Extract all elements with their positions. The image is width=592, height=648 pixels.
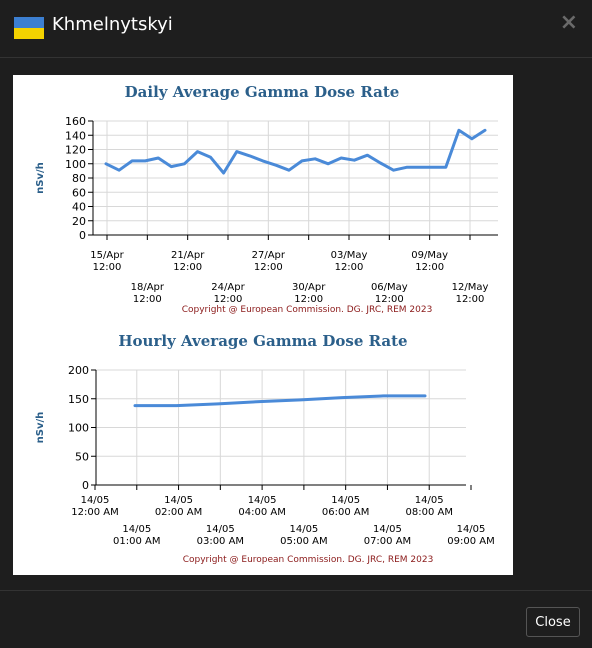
chart-title: Hourly Average Gamma Dose Rate (118, 332, 407, 350)
x-tick-label-date: 14/05 (289, 524, 318, 535)
x-tick-label-time: 02:00 AM (155, 507, 202, 518)
x-tick-label-time: 05:00 AM (280, 536, 327, 547)
x-tick-label-date: 21/Apr (171, 250, 205, 261)
x-tick-label-time: 08:00 AM (405, 507, 452, 518)
x-tick-label-date: 14/05 (331, 495, 360, 506)
x-tick-label-date: 18/Apr (131, 282, 165, 293)
dialog-header: Khmelnytskyi × (0, 0, 592, 58)
x-tick-label-date: 15/Apr (90, 250, 124, 261)
charts-panel: Daily Average Gamma Dose Rate nSv/h 0 20 40 6… (13, 75, 513, 575)
x-tick-label-date: 06/May (371, 282, 408, 293)
x-tick-label-time: 12:00 (456, 294, 485, 305)
y-tick-label: 80 (72, 172, 86, 185)
y-axis-label: nSv/h (35, 162, 46, 194)
y-tick-label: 0 (82, 479, 89, 492)
x-tick-label-time: 03:00 AM (197, 536, 244, 547)
series-line (133, 394, 427, 408)
x-tick-label-date: 14/05 (206, 524, 235, 535)
y-tick-label: 140 (65, 129, 86, 142)
y-tick-label: 120 (65, 144, 86, 157)
x-tick-label-time: 12:00 (133, 294, 162, 305)
x-tick-label-time: 12:00 (93, 262, 122, 273)
y-axis-label: nSv/h (35, 412, 46, 444)
x-tick-label-date: 14/05 (373, 524, 402, 535)
copyright-text: Copyright @ European Commission. DG. JRC… (183, 555, 434, 565)
y-tick-label: 40 (72, 201, 86, 214)
copyright-text: Copyright @ European Commission. DG. JRC… (182, 305, 433, 315)
x-tick-label-time: 12:00 (254, 262, 283, 273)
x-tick-label-time: 09:00 AM (447, 536, 494, 547)
x-tick-label-time: 04:00 AM (238, 507, 285, 518)
x-tick-label-time: 12:00 (335, 262, 364, 273)
x-tick-label-time: 12:00 (214, 294, 243, 305)
x-tick-label-date: 30/Apr (292, 282, 326, 293)
x-tick-label-date: 14/05 (164, 495, 193, 506)
series-line (104, 128, 487, 175)
y-tick-label: 50 (75, 450, 89, 463)
x-tick-label-time: 01:00 AM (113, 536, 160, 547)
ukraine-flag-icon (14, 17, 44, 39)
x-tick-label-date: 09/May (411, 250, 448, 261)
x-tick-label-time: 12:00 (375, 294, 404, 305)
x-tick-label-time: 06:00 AM (322, 507, 369, 518)
y-tick-label: 0 (79, 229, 86, 242)
x-tick-label-date: 03/May (331, 250, 368, 261)
x-tick-label-time: 12:00 (415, 262, 444, 273)
y-tick-label: 60 (72, 186, 86, 199)
dialog-title: Khmelnytskyi (52, 14, 173, 35)
x-tick-label-time: 12:00 AM (71, 507, 118, 518)
x-tick-label-time: 07:00 AM (364, 536, 411, 547)
x-tick-label-date: 14/05 (457, 524, 486, 535)
x-tick-label-date: 24/Apr (211, 282, 245, 293)
y-tick-label: 160 (65, 115, 86, 128)
x-tick-label-date: 14/05 (81, 495, 110, 506)
close-icon[interactable]: × (559, 10, 578, 35)
x-tick-label-time: 12:00 (294, 294, 323, 305)
x-tick-label-date: 14/05 (122, 524, 151, 535)
charts-svg: Daily Average Gamma Dose RatenSv/h020406… (35, 83, 498, 565)
x-tick-label-time: 12:00 (173, 262, 202, 273)
x-tick-label-date: 27/Apr (252, 250, 286, 261)
chart-title: Daily Average Gamma Dose Rate (125, 83, 400, 101)
x-tick-label-date: 12/May (452, 282, 489, 293)
y-tick-label: 100 (68, 422, 89, 435)
y-tick-label: 150 (68, 393, 89, 406)
close-button[interactable]: Close (526, 607, 580, 637)
dialog-footer: Close (0, 590, 592, 648)
y-tick-label: 200 (68, 364, 89, 377)
x-tick-label-date: 14/05 (415, 495, 444, 506)
y-tick-label: 20 (72, 215, 86, 228)
y-tick-label: 100 (65, 158, 86, 171)
x-tick-label-date: 14/05 (248, 495, 277, 506)
